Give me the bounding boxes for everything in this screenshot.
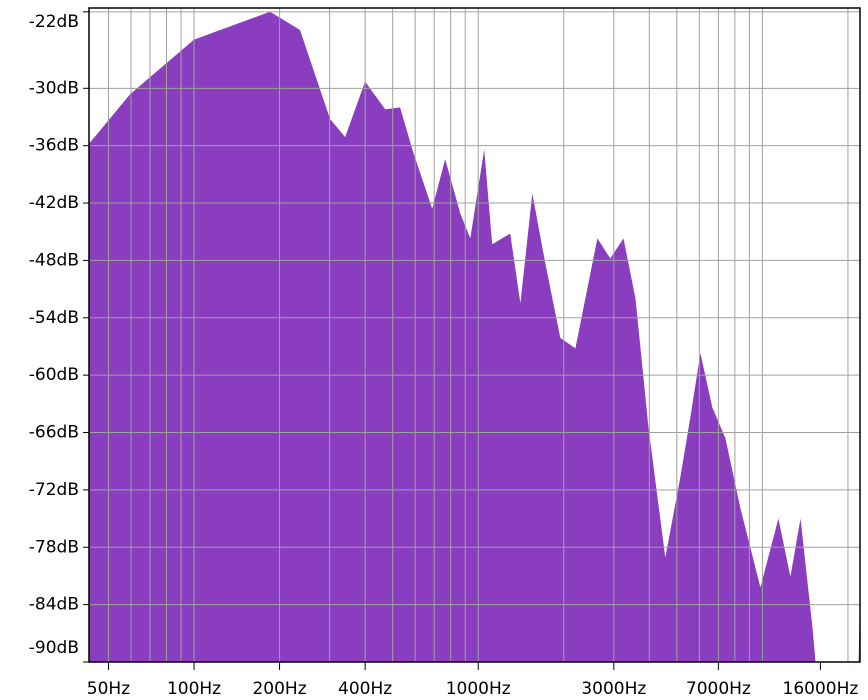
y-tick-label: -66dB	[29, 423, 79, 443]
y-tick-label: -84dB	[29, 595, 79, 615]
y-tick-label: -90dB	[29, 638, 79, 658]
x-tick-label: 50Hz	[87, 679, 130, 699]
x-tick-label: 1000Hz	[446, 679, 511, 699]
x-tick-label: 200Hz	[252, 679, 306, 699]
x-tick-label: 100Hz	[167, 679, 221, 699]
x-tick-label: 7000Hz	[686, 679, 751, 699]
x-tick-label: 3000Hz	[581, 679, 646, 699]
y-tick-label: -78dB	[29, 537, 79, 557]
y-tick-label: -48dB	[29, 250, 79, 270]
x-tick-label: 400Hz	[338, 679, 392, 699]
y-tick-label: -36dB	[29, 136, 79, 156]
y-tick-label: -42dB	[29, 193, 79, 213]
y-tick-label: -60dB	[29, 365, 79, 385]
y-tick-label: -54dB	[29, 308, 79, 328]
spectrum-area	[89, 11, 860, 663]
y-tick-label: -30dB	[29, 78, 79, 98]
y-tick-label: -22dB	[29, 12, 79, 32]
y-tick-label: -72dB	[29, 480, 79, 500]
x-tick-label: 16000Hz	[783, 679, 859, 699]
plot-frame	[88, 7, 861, 663]
